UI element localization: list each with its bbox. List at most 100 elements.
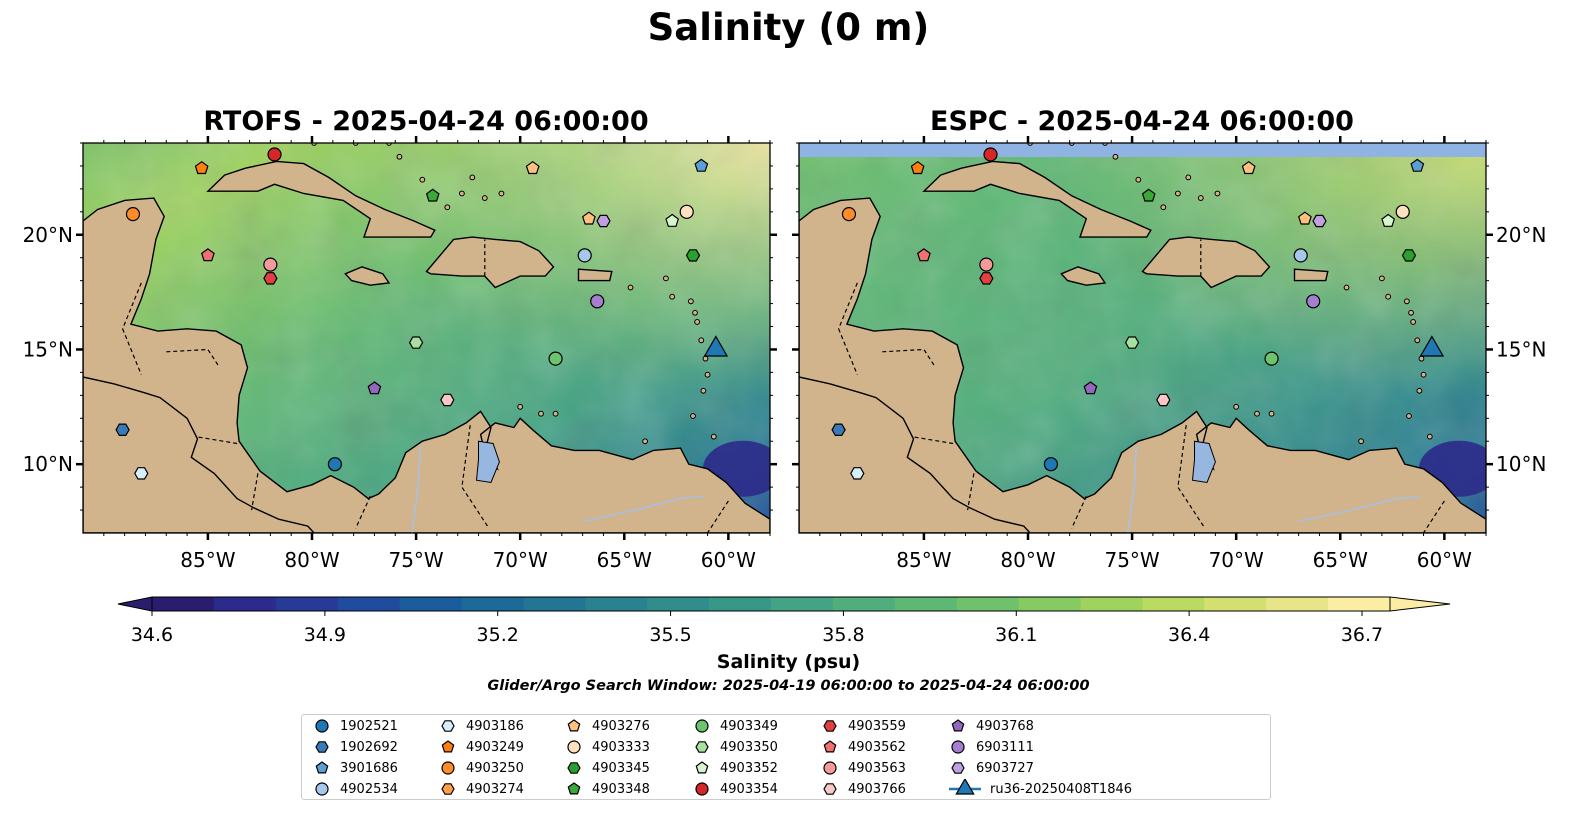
- small-island: [687, 298, 694, 305]
- small-island: [1385, 293, 1392, 300]
- legend-label: 4903768: [976, 718, 1034, 734]
- legend-symbol[interactable]: [315, 761, 329, 774]
- marker-4903349[interactable]: [1264, 351, 1279, 366]
- marker-4903350[interactable]: [1124, 336, 1140, 349]
- small-island: [552, 410, 559, 417]
- legend-symbol[interactable]: [567, 719, 581, 732]
- legend-symbol[interactable]: [823, 740, 837, 753]
- marker-4903250[interactable]: [841, 207, 857, 222]
- marker-4903563[interactable]: [979, 257, 994, 272]
- marker-4903186[interactable]: [134, 467, 149, 480]
- marker-1902521[interactable]: [327, 457, 342, 472]
- legend-symbol[interactable]: [823, 761, 837, 775]
- marker-4903562[interactable]: [916, 248, 931, 262]
- legend-symbol[interactable]: [567, 782, 581, 795]
- legend-symbol[interactable]: [951, 762, 965, 774]
- legend-symbol[interactable]: [823, 783, 837, 795]
- legend-symbol[interactable]: [441, 720, 455, 732]
- marker-4903768[interactable]: [1083, 381, 1098, 395]
- colorbar-bin: [1018, 597, 1082, 611]
- legend-symbol[interactable]: [951, 740, 965, 754]
- map-panel-rtofs[interactable]: 85°W 80°W 75°W 70°W 65°W 60°W 20°N 15°N 10°N: [23, 136, 783, 572]
- legend-item-4903563: 4903563: [820, 758, 906, 778]
- marker-4903349[interactable]: [548, 351, 563, 366]
- legend-symbol[interactable]: [567, 740, 581, 754]
- legend-symbol[interactable]: [441, 740, 455, 753]
- marker-4903249[interactable]: [910, 160, 925, 175]
- marker-4903562[interactable]: [200, 248, 215, 262]
- map-panel-espc[interactable]: 85°W 80°W 75°W 70°W 65°W 60°W 20°N 15°N 10°N: [792, 136, 1546, 572]
- marker-4902534[interactable]: [1293, 248, 1308, 263]
- marker-4903276[interactable]: [1241, 160, 1256, 175]
- legend-item-4903345: 4903345: [564, 758, 650, 778]
- colorbar-bin: [461, 597, 524, 611]
- legend-symbol[interactable]: [695, 782, 709, 796]
- marker-4903186[interactable]: [850, 467, 865, 480]
- legend-symbol[interactable]: [951, 719, 965, 732]
- marker-4903354[interactable]: [983, 147, 998, 162]
- marker-ru36-20250408T1846[interactable]: [1419, 335, 1445, 357]
- marker-4903559[interactable]: [263, 272, 278, 285]
- marker-3901686[interactable]: [694, 158, 709, 172]
- small-island: [1197, 195, 1204, 201]
- legend-symbol[interactable]: [315, 719, 329, 733]
- small-island: [458, 190, 465, 197]
- legend-symbol[interactable]: [441, 783, 455, 795]
- marker-6903111[interactable]: [1306, 294, 1321, 309]
- marker-3901686[interactable]: [1410, 158, 1425, 172]
- marker-1902521[interactable]: [1043, 457, 1059, 472]
- marker-4903350[interactable]: [408, 336, 424, 349]
- legend-symbol[interactable]: [567, 762, 581, 774]
- legend-marker-pentagon: [567, 719, 581, 732]
- marker-4903348[interactable]: [1141, 188, 1156, 202]
- marker-4903276[interactable]: [1297, 211, 1312, 225]
- marker-4902534[interactable]: [577, 248, 592, 263]
- marker-4903354[interactable]: [267, 147, 282, 162]
- marker-4903249[interactable]: [194, 160, 209, 175]
- legend-symbol[interactable]: [955, 779, 975, 795]
- small-island: [1358, 438, 1364, 445]
- marker-4903352[interactable]: [665, 213, 680, 227]
- small-island: [698, 337, 705, 344]
- legend-marker-circle: [695, 719, 709, 733]
- marker-4903348[interactable]: [425, 188, 440, 202]
- marker-4903563[interactable]: [263, 257, 278, 272]
- lon-tick-label: 60°W: [701, 548, 756, 572]
- search-window-note: Glider/Argo Search Window: 2025-04-19 06…: [487, 678, 1090, 694]
- marker-4903352[interactable]: [1381, 213, 1396, 227]
- marker-4903768[interactable]: [367, 381, 382, 395]
- marker-ru36-20250408T1846[interactable]: [703, 335, 729, 357]
- legend-symbol[interactable]: [315, 782, 329, 796]
- lon-tick-label: 65°W: [1313, 548, 1368, 572]
- legend-symbol[interactable]: [695, 761, 709, 774]
- marker-4903333[interactable]: [1395, 204, 1410, 219]
- legend-symbol[interactable]: [695, 741, 709, 753]
- marker-1902692[interactable]: [115, 423, 130, 436]
- colorbar-extend-min: [117, 596, 153, 612]
- marker-4903333[interactable]: [679, 204, 694, 219]
- marker-4903276[interactable]: [581, 211, 596, 225]
- legend-label: 4903559: [848, 718, 906, 734]
- marker-6903727[interactable]: [596, 214, 611, 228]
- legend-symbol[interactable]: [315, 741, 329, 753]
- marker-6903727[interactable]: [1312, 214, 1327, 228]
- colorbar-tick-label: 36.7: [1341, 624, 1383, 646]
- marker-4903559[interactable]: [979, 272, 994, 285]
- legend-symbol[interactable]: [695, 719, 709, 733]
- legend-symbol[interactable]: [441, 761, 455, 775]
- marker-6903111[interactable]: [590, 294, 605, 309]
- marker-4903276[interactable]: [525, 160, 540, 175]
- legend-symbol[interactable]: [823, 720, 837, 732]
- legend-item-4903766: 4903766: [820, 779, 906, 799]
- marker-1902692[interactable]: [831, 423, 846, 436]
- small-island: [1410, 319, 1417, 325]
- legend-label: 4903349: [720, 718, 778, 734]
- legend-label: 4903186: [466, 718, 524, 734]
- marker-4903250[interactable]: [125, 207, 141, 222]
- marker-4903345[interactable]: [1401, 249, 1417, 262]
- marker-4903766[interactable]: [1156, 393, 1171, 407]
- legend-marker-circle: [951, 740, 965, 754]
- marker-4903766[interactable]: [440, 393, 455, 407]
- marker-4903345[interactable]: [685, 249, 701, 262]
- legend-item-4903249: 4903249: [438, 737, 524, 757]
